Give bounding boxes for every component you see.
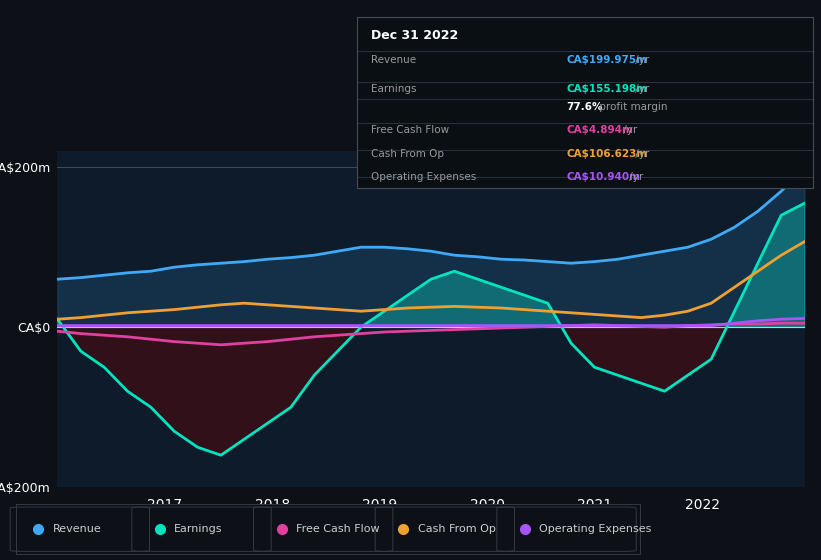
Text: Free Cash Flow: Free Cash Flow <box>296 524 379 534</box>
Text: /yr: /yr <box>626 172 643 183</box>
Text: CA$106.623m: CA$106.623m <box>566 148 648 158</box>
Text: /yr: /yr <box>620 125 637 134</box>
Text: CA$199.975m: CA$199.975m <box>566 55 648 64</box>
Text: Free Cash Flow: Free Cash Flow <box>371 125 449 134</box>
Text: /yr: /yr <box>632 148 649 158</box>
Text: Cash From Op: Cash From Op <box>371 148 444 158</box>
Text: Revenue: Revenue <box>53 524 101 534</box>
Text: /yr: /yr <box>632 55 649 64</box>
Text: CA$10.940m: CA$10.940m <box>566 172 640 183</box>
Text: CA$4.894m: CA$4.894m <box>566 125 634 134</box>
Text: Revenue: Revenue <box>371 55 416 64</box>
Text: Dec 31 2022: Dec 31 2022 <box>371 29 458 42</box>
Text: Earnings: Earnings <box>174 524 222 534</box>
Text: Earnings: Earnings <box>371 83 416 94</box>
Text: profit margin: profit margin <box>596 102 667 113</box>
Text: CA$155.198m: CA$155.198m <box>566 83 648 94</box>
Text: Operating Expenses: Operating Expenses <box>539 524 652 534</box>
Text: Operating Expenses: Operating Expenses <box>371 172 476 183</box>
Text: 77.6%: 77.6% <box>566 102 603 113</box>
Text: /yr: /yr <box>632 83 649 94</box>
Text: Cash From Op: Cash From Op <box>418 524 496 534</box>
